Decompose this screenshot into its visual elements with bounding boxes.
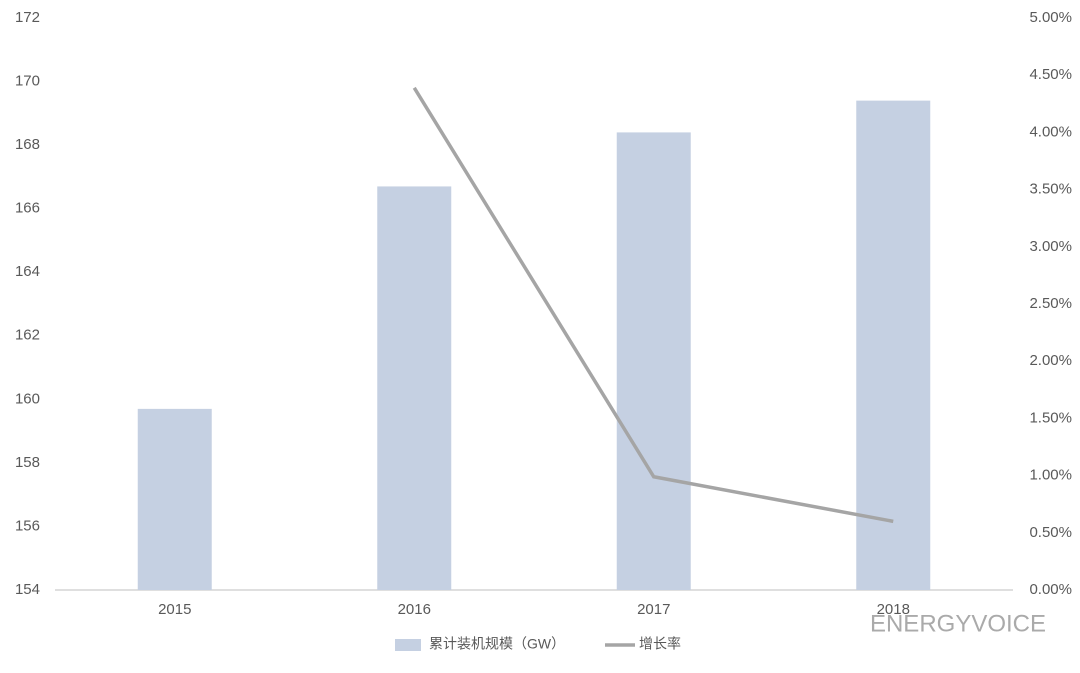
y2-tick-label: 5.00% — [1029, 9, 1072, 26]
y-tick-label: 160 — [15, 390, 40, 407]
y2-tick-label: 1.00% — [1029, 467, 1072, 484]
bar — [616, 132, 691, 590]
y2-tick-label: 2.00% — [1029, 352, 1072, 369]
y-tick-label: 164 — [15, 263, 40, 280]
legend-label: 累计装机规模（GW） — [429, 636, 565, 652]
y-tick-label: 172 — [15, 9, 40, 26]
y-tick-label: 162 — [15, 327, 40, 344]
bar — [377, 186, 452, 590]
y2-tick-label: 3.00% — [1029, 238, 1072, 255]
y-tick-label: 170 — [15, 73, 40, 90]
bar — [137, 408, 212, 590]
y2-tick-label: 4.50% — [1029, 66, 1072, 83]
x-tick-label: 2016 — [398, 601, 431, 618]
y-tick-label: 168 — [15, 136, 40, 153]
legend-swatch — [395, 639, 421, 651]
y2-tick-label: 0.00% — [1029, 581, 1072, 598]
line — [412, 86, 894, 524]
bar — [856, 100, 931, 590]
y2-tick-label: 1.50% — [1029, 409, 1072, 426]
y2-tick-label: 3.50% — [1029, 181, 1072, 198]
y-tick-label: 158 — [15, 454, 40, 471]
x-tick-label: 2018 — [877, 601, 910, 618]
x-tick-label: 2017 — [637, 601, 670, 618]
y2-tick-label: 0.50% — [1029, 524, 1072, 541]
y2-tick-label: 2.50% — [1029, 295, 1072, 312]
y2-tick-label: 4.00% — [1029, 123, 1072, 140]
watermark: ENERGYVOICE — [870, 610, 1046, 637]
y-tick-label: 166 — [15, 200, 40, 217]
y-tick-label: 156 — [15, 517, 40, 534]
legend-label: 增长率 — [639, 636, 681, 652]
x-tick-label: 2015 — [158, 601, 191, 618]
y-tick-label: 154 — [15, 581, 40, 598]
